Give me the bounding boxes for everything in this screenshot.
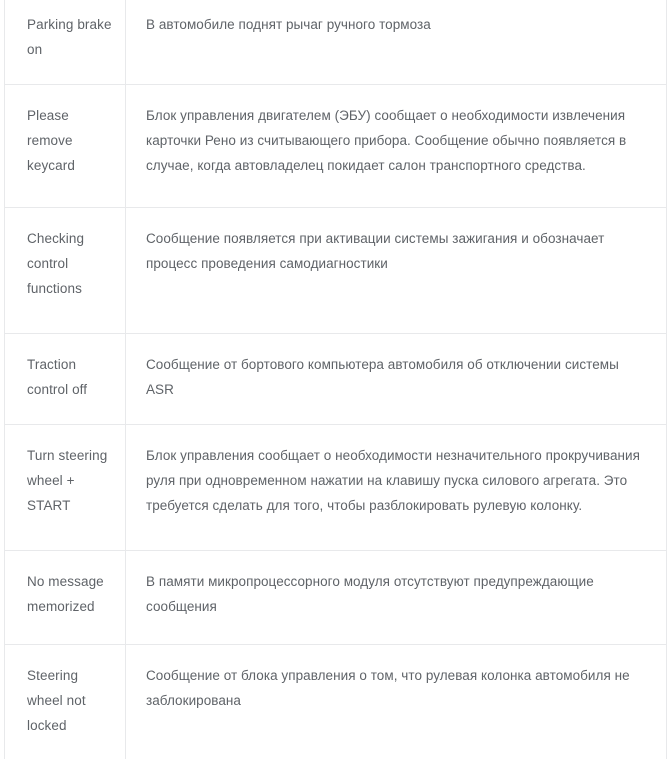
table-body: Parking brake on В автомобиле поднят рыч… [4,0,667,759]
message-description-cell: В автомобиле поднят рычаг ручного тормоз… [125,0,667,85]
message-description-cell: Блок управления сообщает о необходимости… [125,424,667,551]
message-description-cell: Сообщение появляется при активации систе… [125,207,667,334]
message-code-cell: Parking brake on [4,0,126,85]
table-row: Steering wheel not locked Сообщение от б… [4,644,667,759]
message-code-cell: Traction control off [4,333,126,425]
dashboard-messages-table: Parking brake on В автомобиле поднят рыч… [4,0,667,759]
message-code-cell: Turn steering wheel + START [4,424,126,551]
message-description-cell: Блок управления двигателем (ЭБУ) сообщае… [125,84,667,208]
table-row: Checking control functions Сообщение поя… [4,207,667,334]
table-row: Turn steering wheel + START Блок управле… [4,424,667,551]
message-code-cell: Steering wheel not locked [4,644,126,759]
message-description-cell: Сообщение от бортового компьютера автомо… [125,333,667,425]
message-description-cell: В памяти микропроцессорного модуля отсут… [125,550,667,645]
table-row: No message memorized В памяти микропроце… [4,550,667,645]
table-row: Please remove keycard Блок управления дв… [4,84,667,208]
message-code-cell: No message memorized [4,550,126,645]
message-code-cell: Checking control functions [4,207,126,334]
table-row: Parking brake on В автомобиле поднят рыч… [4,0,667,85]
message-code-cell: Please remove keycard [4,84,126,208]
message-description-cell: Сообщение от блока управления о том, что… [125,644,667,759]
table-row: Traction control off Сообщение от бортов… [4,333,667,425]
